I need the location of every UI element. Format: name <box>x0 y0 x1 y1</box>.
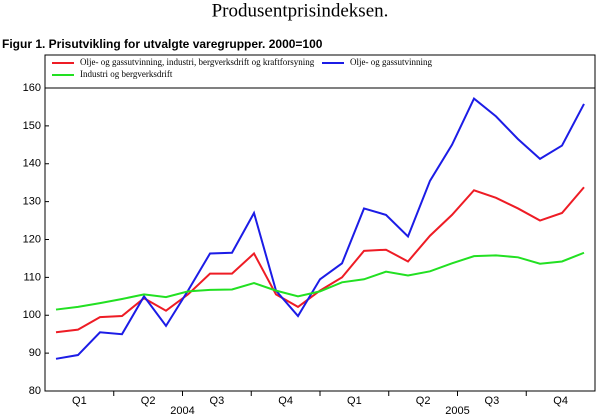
y-tick-label: 100 <box>23 309 41 321</box>
y-tick-label: 80 <box>29 385 41 397</box>
x-tick-label: Q1 <box>347 395 362 407</box>
x-tick-label: Q2 <box>416 395 431 407</box>
x-tick-label: Q2 <box>141 395 156 407</box>
y-tick-label: 120 <box>23 233 41 245</box>
y-tick-label: 150 <box>23 120 41 132</box>
series-line <box>55 251 585 311</box>
series-line <box>55 97 585 360</box>
y-tick-label: 110 <box>23 271 41 283</box>
page-title: Produsentprisindeksen. <box>212 0 389 21</box>
y-tick-label: 160 <box>23 82 41 94</box>
year-label: 2005 <box>445 405 469 416</box>
plot-frame <box>44 54 596 392</box>
x-tick-label: Q1 <box>72 395 87 407</box>
x-tick-label: Q4 <box>553 395 568 407</box>
legend-label: Olje- og gassutvinning <box>350 57 432 67</box>
y-tick-label: 140 <box>23 158 41 170</box>
year-label: 2004 <box>170 405 194 416</box>
legend-label: Olje- og gassutvinning, industri, bergve… <box>80 57 315 67</box>
chart-title: Figur 1. Prisutvikling for utvalgte vare… <box>2 37 323 51</box>
x-tick-label: Q4 <box>278 395 293 407</box>
x-tick-label: Q3 <box>210 395 225 407</box>
y-tick-label: 90 <box>29 347 41 359</box>
y-tick-label: 130 <box>23 196 41 208</box>
x-tick-label: Q3 <box>485 395 500 407</box>
legend-label: Industri og bergverksdrift <box>80 69 173 79</box>
